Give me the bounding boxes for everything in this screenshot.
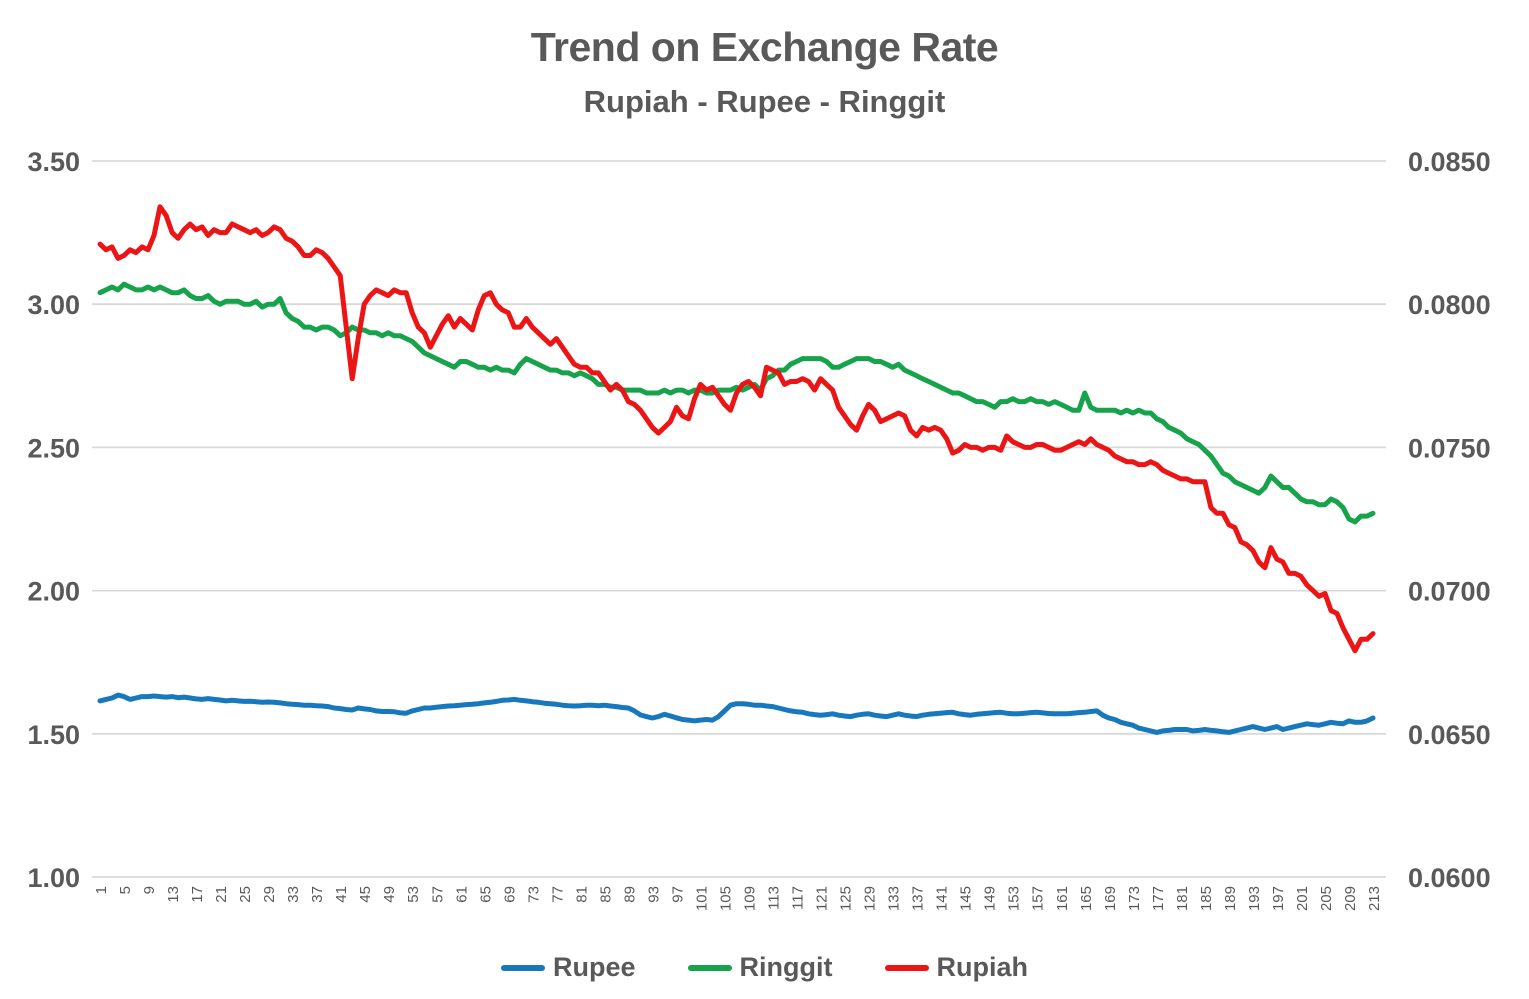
x-axis-tick-label: 149 <box>982 886 999 911</box>
rupiah-line <box>97 204 1376 654</box>
x-axis-tick-label: 177 <box>1150 886 1167 911</box>
right-axis-tick-label: 0.0600 <box>1408 863 1491 893</box>
legend-label: Ringgit <box>739 952 833 982</box>
left-axis-tick-label: 2.50 <box>27 433 80 463</box>
x-axis-tick-label: 153 <box>1006 886 1023 911</box>
chart-subtitle: Rupiah - Rupee - Ringgit <box>583 84 946 119</box>
x-axis-tick-label: 9 <box>141 886 158 894</box>
x-axis-tick-label: 69 <box>501 886 518 903</box>
x-axis-tick-label: 37 <box>309 886 326 903</box>
x-axis-tick-label: 181 <box>1174 886 1191 911</box>
x-axis-tick-label: 41 <box>333 886 350 903</box>
legend-item-rupiah: Rupiah <box>884 952 1029 983</box>
x-axis-tick-label: 13 <box>165 886 182 903</box>
x-axis-tick-label: 45 <box>357 886 374 903</box>
x-axis-tick-label: 141 <box>934 886 951 911</box>
x-axis-tick-label: 33 <box>285 886 302 903</box>
x-axis-tick-label: 17 <box>189 886 206 903</box>
x-axis-tick-label: 137 <box>910 886 927 911</box>
left-axis-tick-label: 1.00 <box>27 863 80 893</box>
legend-item-rupee: Rupee <box>500 952 636 983</box>
x-axis-tick-label: 185 <box>1198 886 1215 911</box>
x-axis-tick-label: 133 <box>886 886 903 911</box>
x-axis-tick-label: 113 <box>766 886 783 910</box>
rupee-line <box>97 692 1376 735</box>
x-axis-tick-label: 29 <box>261 886 278 903</box>
x-axis-tick-label: 121 <box>814 886 831 911</box>
x-axis-tick-label: 157 <box>1030 886 1047 911</box>
left-axis-tick-label: 3.50 <box>27 147 80 177</box>
x-axis-tick-label: 97 <box>669 886 686 903</box>
right-axis-tick-label: 0.0800 <box>1408 290 1491 320</box>
right-axis-tick-label: 0.0850 <box>1408 147 1491 177</box>
x-axis-tick-label: 169 <box>1102 886 1119 911</box>
x-axis-tick-label: 209 <box>1342 886 1359 911</box>
legend-label: Rupiah <box>936 952 1029 982</box>
x-axis-tick-label: 49 <box>381 886 398 903</box>
x-axis-tick-label: 73 <box>525 886 542 903</box>
x-axis-tick-label: 165 <box>1078 886 1095 911</box>
x-axis-tick-label: 77 <box>549 886 566 903</box>
x-axis-tick-label: 161 <box>1054 886 1071 911</box>
chart-title: Trend on Exchange Rate <box>530 24 999 70</box>
x-axis-tick-label: 21 <box>213 886 230 903</box>
legend-swatch-ringgit <box>687 964 732 971</box>
x-axis-tick-label: 65 <box>477 886 494 903</box>
x-axis-tick-label: 93 <box>645 886 662 903</box>
left-axis-tick-label: 1.50 <box>27 720 80 750</box>
right-axis-tick-label: 0.0750 <box>1408 433 1491 463</box>
right-axis-tick-label: 0.0700 <box>1408 577 1491 607</box>
x-axis-tick-label: 145 <box>958 886 975 911</box>
x-axis-tick-label: 189 <box>1222 886 1239 911</box>
chart-legend: Rupee Ringgit Rupiah <box>0 952 1529 983</box>
x-axis-tick-label: 173 <box>1126 886 1143 911</box>
x-axis-tick-label: 205 <box>1318 886 1335 911</box>
legend-item-ringgit: Ringgit <box>687 952 833 983</box>
x-axis-tick-label: 201 <box>1294 886 1311 911</box>
x-axis-tick-label: 105 <box>717 886 734 911</box>
x-axis-tick-label: 25 <box>237 886 254 903</box>
x-axis-tick-label: 85 <box>597 886 614 903</box>
x-axis-tick-label: 101 <box>693 886 710 911</box>
legend-swatch-rupiah <box>884 964 929 971</box>
right-axis-tick-label: 0.0650 <box>1408 720 1491 750</box>
x-axis-tick-label: 1 <box>93 886 110 894</box>
x-axis-tick-label: 213 <box>1366 886 1383 911</box>
left-axis-tick-label: 2.00 <box>27 577 80 607</box>
x-axis-tick-label: 109 <box>742 886 759 911</box>
left-axis-tick-label: 3.00 <box>27 290 80 320</box>
x-axis-tick-label: 193 <box>1246 886 1263 911</box>
x-axis-tick-label: 125 <box>838 886 855 911</box>
x-axis-tick-label: 197 <box>1270 886 1287 911</box>
x-axis-tick-label: 89 <box>621 886 638 903</box>
x-axis-tick-label: 61 <box>453 886 470 903</box>
legend-label: Rupee <box>552 952 636 982</box>
x-axis-tick-label: 117 <box>790 886 807 910</box>
x-axis-tick-label: 57 <box>429 886 446 903</box>
x-axis-tick-label: 53 <box>405 886 422 903</box>
ringgit-line <box>97 281 1376 525</box>
x-axis-tick-label: 81 <box>573 886 590 903</box>
x-axis-tick-label: 5 <box>117 886 134 894</box>
x-axis-tick-label: 129 <box>862 886 879 911</box>
legend-swatch-rupee <box>500 964 545 971</box>
